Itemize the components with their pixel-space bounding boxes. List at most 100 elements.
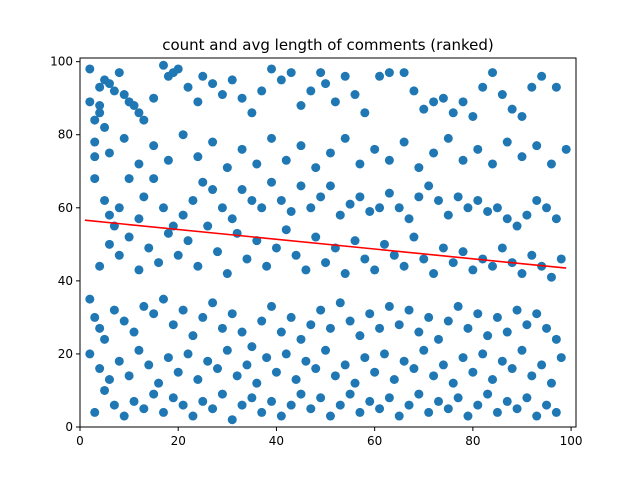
data-point [154, 378, 164, 388]
data-point [375, 404, 385, 414]
data-point [473, 144, 483, 154]
data-point [429, 269, 439, 279]
data-point [242, 254, 252, 264]
data-point [527, 250, 537, 260]
data-point [208, 185, 218, 195]
data-point [222, 163, 232, 173]
data-point [345, 389, 355, 399]
data-point [306, 203, 316, 213]
x-tick-label: 20 [171, 434, 186, 448]
data-point [321, 258, 331, 268]
data-point [286, 68, 296, 78]
data-point [365, 206, 375, 216]
data-point [522, 210, 532, 220]
data-point [95, 100, 105, 110]
data-point [227, 214, 237, 224]
y-tick-label: 100 [50, 55, 73, 69]
x-tick-label: 40 [269, 434, 284, 448]
data-point [537, 71, 547, 81]
data-point [129, 100, 139, 110]
data-point [134, 214, 144, 224]
data-point [173, 250, 183, 260]
y-tick-label: 80 [58, 128, 73, 142]
x-tick-label: 80 [465, 434, 480, 448]
data-point [291, 375, 301, 385]
data-point [276, 75, 286, 85]
data-point [183, 236, 193, 246]
data-point [252, 378, 262, 388]
data-point [527, 82, 537, 92]
data-point [483, 331, 493, 341]
data-point [149, 309, 159, 319]
data-point [95, 261, 105, 271]
data-point [149, 93, 159, 103]
data-point [414, 389, 424, 399]
data-point [291, 250, 301, 260]
data-point [468, 265, 478, 275]
data-point [532, 141, 542, 151]
data-point [325, 323, 335, 333]
data-point [208, 404, 218, 414]
data-point [301, 356, 311, 366]
data-point [163, 353, 173, 363]
data-point [237, 327, 247, 337]
data-point [389, 375, 399, 385]
data-point [429, 371, 439, 381]
data-point [296, 141, 306, 151]
data-point [306, 404, 316, 414]
data-point [168, 393, 178, 403]
data-point [276, 195, 286, 205]
data-point [360, 353, 370, 363]
data-point [330, 97, 340, 107]
data-point [433, 396, 443, 406]
data-point [556, 254, 566, 264]
data-point [281, 225, 291, 235]
data-point [104, 148, 114, 158]
data-point [90, 137, 100, 147]
data-point [286, 312, 296, 322]
data-point [257, 203, 267, 213]
data-point [193, 152, 203, 162]
data-point [262, 261, 272, 271]
data-point [296, 334, 306, 344]
data-point [414, 163, 424, 173]
data-point [247, 108, 257, 118]
data-point [188, 411, 198, 421]
data-point [276, 327, 286, 337]
data-point [286, 206, 296, 216]
data-point [384, 393, 394, 403]
data-point [419, 254, 429, 264]
data-point [213, 364, 223, 374]
data-point [507, 364, 517, 374]
data-point [188, 331, 198, 341]
data-point [208, 79, 218, 89]
data-point [257, 407, 267, 417]
data-point [409, 86, 419, 96]
data-point [281, 155, 291, 165]
data-point [532, 411, 542, 421]
data-point [517, 152, 527, 162]
data-point [517, 111, 527, 121]
scatter-points [85, 60, 571, 425]
y-tick-label: 60 [58, 201, 73, 215]
data-point [227, 75, 237, 85]
data-point [419, 345, 429, 355]
data-point [100, 195, 110, 205]
data-point [237, 144, 247, 154]
data-point [129, 396, 139, 406]
data-point [217, 389, 227, 399]
data-point [139, 301, 149, 311]
data-point [512, 221, 522, 231]
data-point [85, 64, 95, 74]
data-point [247, 393, 257, 403]
x-tick-label: 60 [367, 434, 382, 448]
data-point [404, 305, 414, 315]
data-point [252, 159, 262, 169]
data-point [193, 375, 203, 385]
data-point [424, 181, 434, 191]
data-point [173, 367, 183, 377]
data-point [158, 203, 168, 213]
data-point [325, 181, 335, 191]
data-point [429, 148, 439, 158]
data-point [438, 243, 448, 253]
